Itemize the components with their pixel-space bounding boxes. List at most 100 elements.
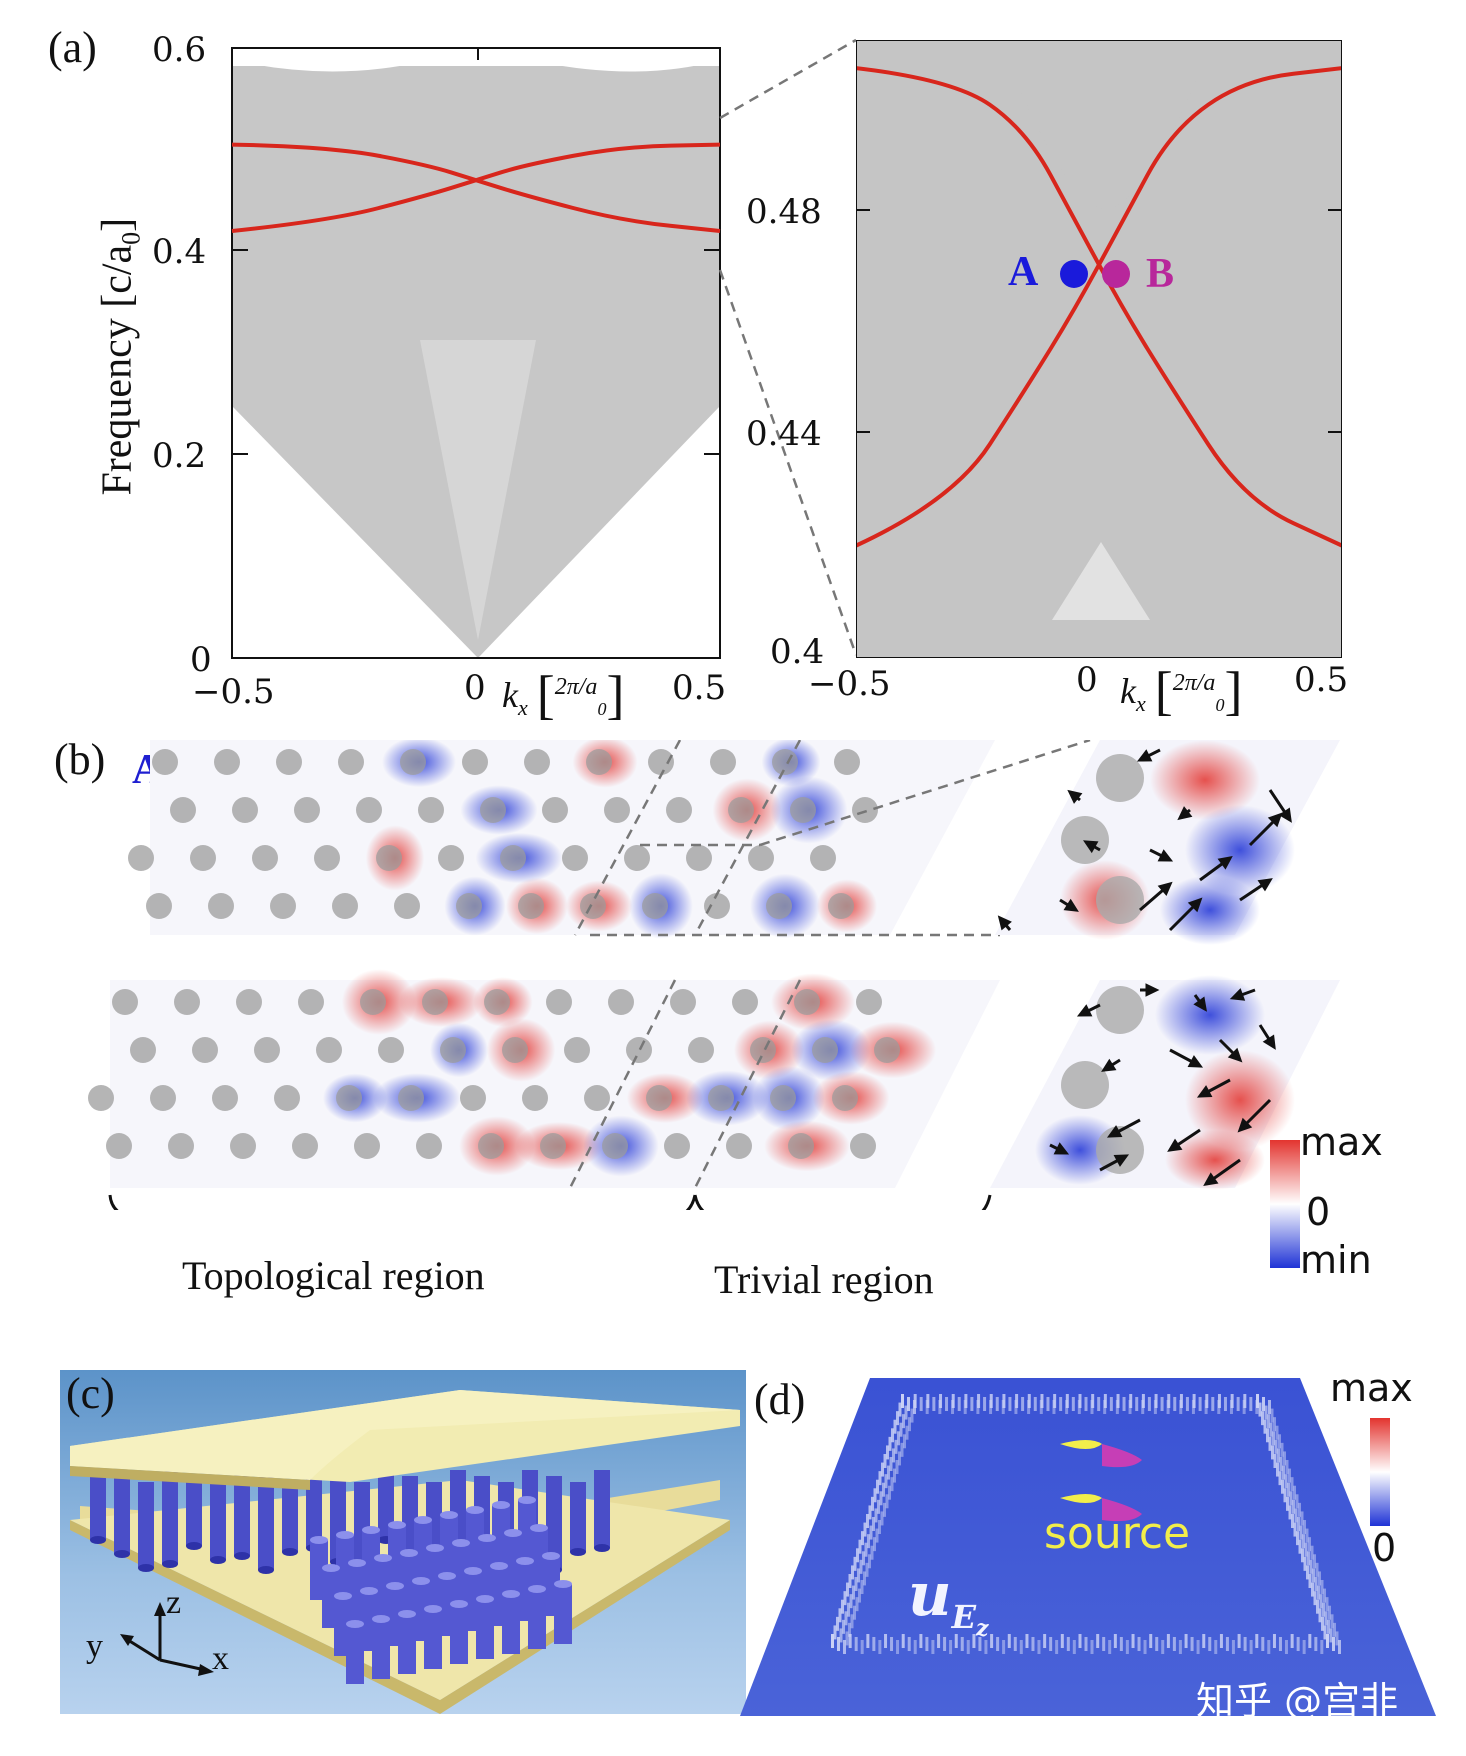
rod-marker [843, 1591, 847, 1606]
rod-marker [1122, 1397, 1126, 1411]
rod-marker [1298, 1539, 1302, 1554]
pillar-base [282, 1548, 298, 1556]
rod-marker [1267, 1640, 1271, 1654]
rod [602, 1133, 628, 1159]
rod-marker [1256, 1394, 1259, 1408]
pillar-top [322, 1564, 340, 1572]
rod-marker [1109, 1397, 1113, 1411]
pillar [186, 1476, 202, 1546]
rod-marker [1255, 1634, 1259, 1648]
rod-marker [990, 1634, 994, 1648]
rod-marker [1308, 1537, 1311, 1552]
rod-marker [1113, 1634, 1117, 1648]
panel-d-label: (d) [754, 1375, 806, 1424]
axis-y-label: y [86, 1628, 103, 1665]
rod-marker [1314, 1577, 1318, 1591]
rod-marker [1249, 1397, 1253, 1411]
brace-topological [108, 1194, 697, 1210]
rod-marker [884, 1634, 888, 1648]
y-tick-0: 0 [190, 640, 212, 680]
panel-b-label: (b) [54, 735, 106, 784]
rod-marker [1285, 1460, 1289, 1474]
watermark: 知乎 @宫非 [1196, 1679, 1399, 1723]
rod-marker [1025, 1634, 1029, 1648]
rod-marker [858, 1588, 861, 1603]
panel-d-image [740, 1378, 1436, 1716]
rod-marker [943, 1637, 947, 1651]
pillar-top [426, 1544, 444, 1552]
rod-marker [1078, 1634, 1082, 1648]
rod [750, 1037, 776, 1063]
rod-marker [1325, 1597, 1329, 1612]
rod [686, 845, 712, 871]
rod-marker [854, 1637, 858, 1651]
rod-marker [846, 1582, 849, 1597]
y-tick-0.6: 0.6 [152, 30, 207, 70]
rod-marker [863, 1571, 866, 1586]
rod-marker [867, 1534, 870, 1549]
rod-marker [1313, 1554, 1316, 1569]
rod-marker [996, 1637, 1000, 1651]
rod-marker [896, 1411, 899, 1426]
rod-marker [1313, 1591, 1317, 1606]
rod-marker [899, 1422, 903, 1437]
rod [336, 1085, 362, 1111]
rod-marker [905, 1425, 909, 1440]
arrow-head [1227, 1047, 1243, 1063]
rod-marker [1167, 1394, 1171, 1408]
pillar [424, 1609, 442, 1669]
rod [770, 1085, 796, 1111]
rod [790, 797, 816, 823]
pillar-top [450, 1600, 468, 1608]
rod [484, 989, 510, 1015]
rod [710, 749, 736, 775]
pillar-top [530, 1524, 548, 1532]
trivial-region-label: Trivial region [714, 1257, 934, 1302]
rod-marker [1335, 1631, 1339, 1646]
rod [456, 893, 482, 919]
rod-marker [1296, 1531, 1299, 1546]
panel-c-image [60, 1370, 746, 1714]
rod-marker [858, 1539, 862, 1554]
pillar-top [492, 1501, 510, 1509]
colorbar-d [1370, 1418, 1390, 1526]
rod-marker [1333, 1622, 1336, 1637]
rod-marker [925, 1637, 929, 1651]
rod-marker [859, 1559, 863, 1574]
rod [416, 1133, 442, 1159]
rod-marker [841, 1599, 844, 1614]
rod [276, 749, 302, 775]
rod-marker [1318, 1571, 1321, 1586]
rod [378, 1037, 404, 1063]
r-x-tick-0: 0 [1076, 660, 1098, 700]
rod-marker [1263, 1419, 1267, 1434]
rod-marker [1272, 1431, 1275, 1446]
rod-marker [1196, 1640, 1200, 1654]
rod-marker [1272, 1634, 1276, 1648]
rod [580, 893, 606, 919]
rod-marker [939, 1394, 943, 1408]
pillar [114, 1476, 130, 1554]
rod-marker [1307, 1551, 1310, 1566]
rod-marker [964, 1394, 968, 1408]
rod [376, 845, 402, 871]
rod-marker [887, 1465, 890, 1480]
rod-marker [842, 1619, 845, 1634]
rod-marker [1103, 1394, 1107, 1408]
rod-marker [888, 1485, 891, 1500]
rod-marker [1135, 1397, 1139, 1411]
rod [586, 749, 612, 775]
rod-marker [989, 1394, 993, 1408]
rod-marker [1217, 1394, 1221, 1408]
rod-marker [1329, 1628, 1333, 1643]
rod-marker [1160, 1397, 1164, 1411]
rod-marker [860, 1580, 864, 1594]
rod-marker [843, 1640, 846, 1654]
rod-marker [1326, 1634, 1329, 1648]
rod [874, 1037, 900, 1063]
rod-marker [1276, 1462, 1279, 1477]
field-maps [88, 740, 1340, 1210]
rod-marker [848, 1622, 851, 1637]
rod-marker [1309, 1559, 1313, 1574]
rod-marker [1185, 1397, 1189, 1411]
